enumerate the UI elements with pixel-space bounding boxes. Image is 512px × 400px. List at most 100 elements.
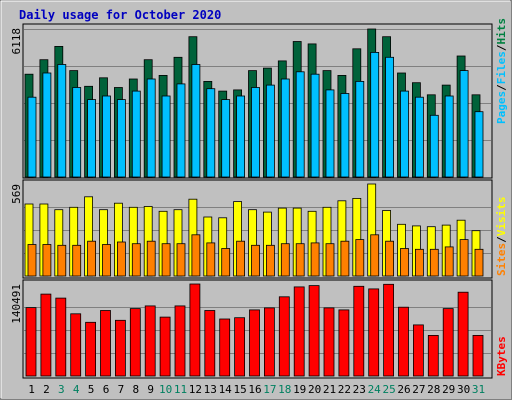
legend-sep-1: / — [495, 84, 508, 91]
legend-sep-2: / — [495, 44, 508, 51]
files-bar — [295, 71, 305, 178]
files-bar — [87, 99, 96, 178]
files-bar — [131, 90, 141, 178]
sites-bar — [72, 244, 82, 277]
files-bar — [474, 111, 484, 178]
files-bar — [325, 89, 335, 178]
day-label: 12 — [189, 383, 202, 396]
kbytes-bar — [323, 307, 335, 377]
legend-visits: Visits — [495, 197, 508, 237]
day-label: 16 — [248, 383, 261, 396]
files-bar — [176, 83, 186, 178]
day-label: 8 — [132, 383, 139, 396]
kbytes-bar — [174, 305, 186, 377]
day-label: 28 — [427, 383, 440, 396]
kbytes-bar — [159, 316, 171, 377]
files-bar — [414, 96, 424, 178]
day-label: 26 — [397, 383, 410, 396]
kbytes-bar — [115, 319, 126, 377]
sites-bar — [27, 244, 37, 277]
files-bar — [370, 52, 380, 178]
files-bar — [146, 78, 156, 178]
kbytes-bar — [263, 307, 275, 377]
sites-bar — [280, 243, 290, 277]
sites-bar — [87, 240, 96, 277]
kbytes-bar — [442, 308, 454, 377]
day-label: 14 — [219, 383, 233, 396]
files-bar — [102, 95, 111, 178]
visits-ymax-label: 569 — [10, 184, 23, 204]
sites-bar — [340, 240, 350, 277]
kbytes-bar — [293, 286, 305, 377]
files-bar — [57, 64, 67, 178]
files-bar — [191, 64, 201, 178]
sites-bar — [459, 239, 469, 277]
files-bar — [42, 72, 52, 178]
sites-bar — [206, 242, 216, 277]
kbytes-bar — [55, 297, 67, 377]
kbytes-bar — [412, 324, 424, 377]
sites-bar — [474, 248, 484, 277]
sites-bar — [131, 243, 141, 277]
files-bar — [340, 93, 350, 178]
files-bar — [236, 95, 246, 178]
sites-bar — [444, 246, 454, 277]
files-bar — [265, 84, 275, 178]
day-label: 23 — [353, 383, 366, 396]
files-bar — [310, 73, 320, 178]
sites-bar — [161, 243, 171, 277]
kbytes-bar — [70, 313, 82, 377]
visits-panel-bars — [24, 183, 491, 277]
kbytes-bar — [85, 321, 96, 377]
day-label: 19 — [293, 383, 306, 396]
kbytes-bar — [219, 318, 231, 377]
day-label: 10 — [159, 383, 172, 396]
day-label: 9 — [147, 383, 154, 396]
day-label: 27 — [412, 383, 425, 396]
sites-bar — [400, 248, 409, 277]
sites-bar — [176, 243, 186, 277]
day-label: 3 — [58, 383, 65, 396]
kbytes-bar — [368, 288, 380, 377]
sites-bar — [221, 248, 231, 277]
hits-panel-bars — [24, 28, 491, 178]
files-bar — [429, 114, 439, 178]
files-bar — [27, 96, 37, 178]
day-label: 5 — [88, 383, 95, 396]
day-label: 11 — [174, 383, 187, 396]
day-label: 17 — [263, 383, 276, 396]
kbytes-bar — [383, 283, 395, 377]
kbytes-bar — [308, 285, 320, 377]
sites-bar — [236, 240, 246, 277]
day-label: 24 — [368, 383, 382, 396]
kbytes-bar — [204, 310, 216, 377]
legend-sep-3: / — [495, 236, 508, 243]
legend-hits-files-pages: Pages/Files/Hits — [495, 18, 508, 124]
kbytes-bar — [427, 334, 439, 377]
sites-bar — [117, 241, 126, 277]
kbytes-bar — [40, 293, 52, 377]
files-bar — [355, 81, 365, 178]
sites-bar — [191, 234, 201, 277]
kbytes-bar — [25, 307, 37, 377]
sites-bar — [355, 239, 365, 277]
sites-bar — [265, 244, 275, 277]
day-label: 15 — [233, 383, 246, 396]
legend-files: Files — [495, 51, 508, 84]
kbytes-bar — [398, 306, 409, 377]
sites-bar — [42, 244, 52, 277]
files-bar — [72, 87, 82, 178]
sites-bar — [295, 243, 305, 277]
day-label: 7 — [118, 383, 125, 396]
day-axis-labels: 1 2 3 4 5 6 7 8 9 10 11 12 13 14 15 16 17 18 19 20 21 22 23 24 2… — [28, 383, 485, 396]
kbytes-bar — [234, 317, 246, 377]
hits-ymax-label: 6118 — [10, 28, 23, 55]
files-bar — [117, 99, 126, 178]
sites-bar — [429, 248, 439, 277]
day-label: 6 — [103, 383, 110, 396]
kbytes-bar — [353, 285, 365, 377]
kbytes-ymax-label: 140491 — [10, 284, 23, 324]
kbytes-bar — [457, 291, 469, 377]
